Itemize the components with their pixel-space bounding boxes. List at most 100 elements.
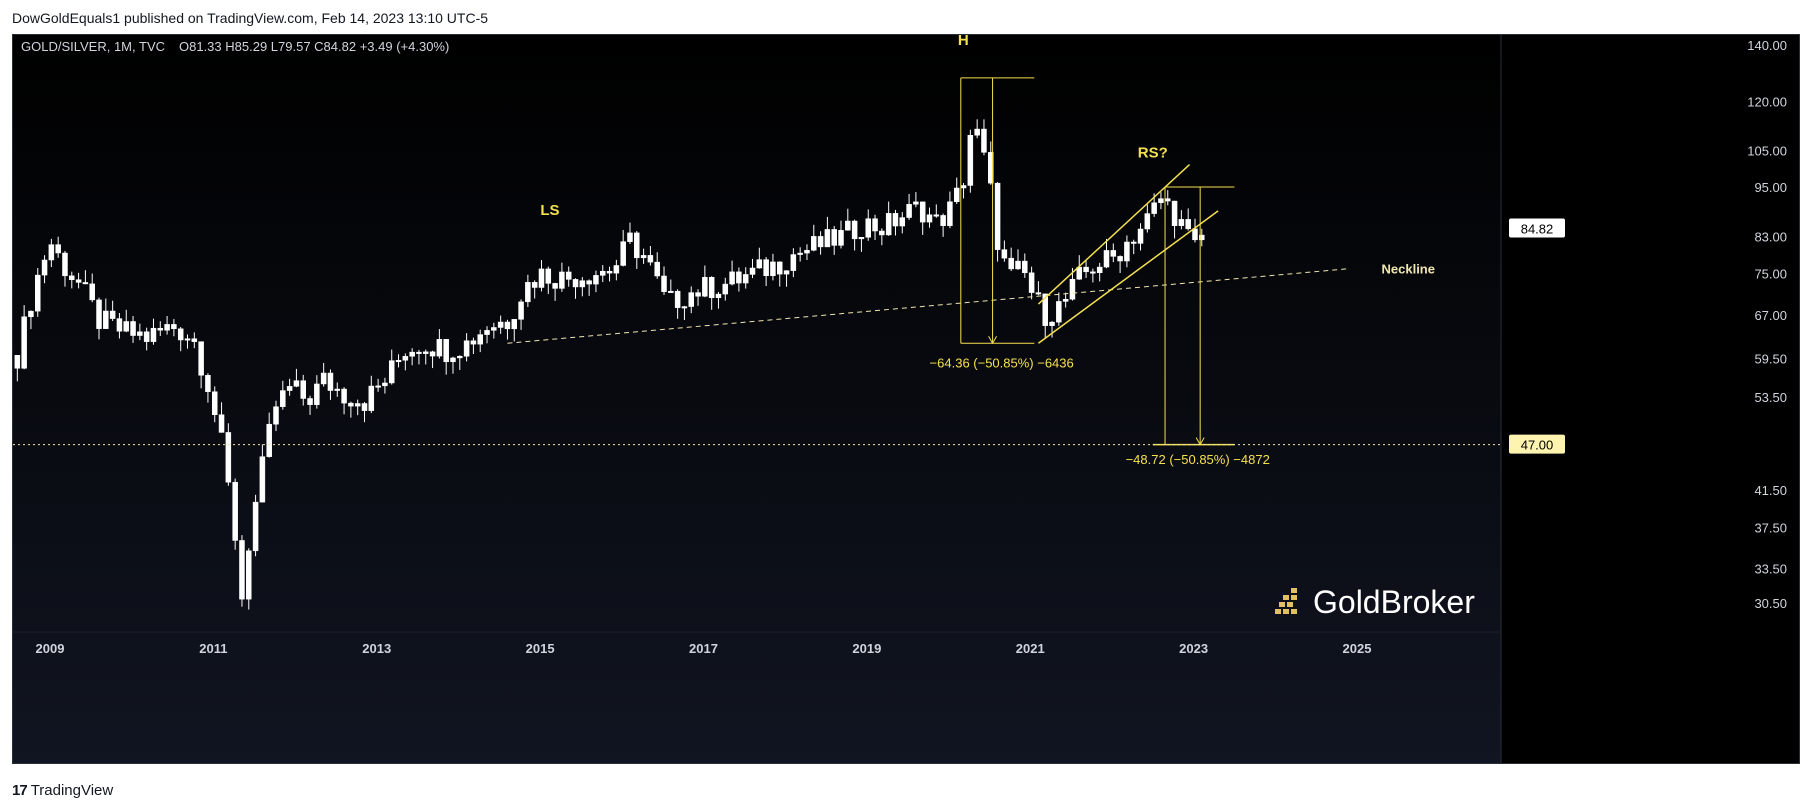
candle-body <box>756 259 763 269</box>
tradingview-footer: 17 TradingView <box>12 782 113 799</box>
candle-body <box>429 351 436 357</box>
candle <box>640 248 647 264</box>
candle <box>988 141 994 185</box>
candle <box>531 280 538 299</box>
candle <box>150 318 157 345</box>
candle <box>817 231 824 255</box>
candle <box>1035 281 1042 296</box>
candle-body <box>681 306 688 309</box>
candle-body <box>198 341 204 376</box>
tradingview-logo-icon: 17 <box>12 782 28 799</box>
candle-body <box>913 201 919 205</box>
candle-body <box>96 299 102 329</box>
candle <box>157 321 164 336</box>
chart-frame[interactable]: LS H RS? Neckline −64.36 (−50.85%) −6436 −48.… <box>12 34 1800 764</box>
candle <box>1178 210 1185 230</box>
candle-body <box>742 274 749 284</box>
candle <box>715 291 722 309</box>
candle <box>831 225 837 255</box>
candle-body <box>593 275 599 285</box>
candle <box>913 192 919 208</box>
candle <box>382 377 388 394</box>
candle <box>824 216 831 248</box>
candle-body <box>232 481 238 541</box>
candle-body <box>749 267 756 275</box>
price-chart[interactable]: LS H RS? Neckline −64.36 (−50.85%) −6436 −48.… <box>13 35 1800 764</box>
candle <box>953 177 960 205</box>
y-tick-label: 95.00 <box>1754 180 1787 195</box>
y-tick-label: 140.00 <box>1747 38 1787 53</box>
candle-body <box>892 213 899 227</box>
candle <box>1117 255 1123 274</box>
candle <box>48 238 55 268</box>
candle-body <box>851 220 858 240</box>
candle <box>811 224 817 252</box>
candle-body <box>1056 301 1062 323</box>
candle <box>116 312 123 339</box>
y-tick-label: 75.00 <box>1754 267 1787 282</box>
candle-body <box>1042 293 1048 326</box>
candle <box>960 182 967 199</box>
candle <box>763 256 769 287</box>
candle-body <box>327 372 334 391</box>
y-tick-label: 41.50 <box>1754 483 1787 498</box>
candle-body <box>640 255 647 259</box>
candle-body <box>123 321 129 332</box>
candle-body <box>776 261 783 275</box>
candle-body <box>273 406 279 425</box>
candle <box>749 258 756 279</box>
candle-body <box>586 280 592 285</box>
candle <box>674 289 681 319</box>
measure-1-label: −64.36 (−50.85%) −6436 <box>930 356 1074 371</box>
candle-body <box>926 214 933 223</box>
y-tick-label: 33.50 <box>1754 562 1787 577</box>
candle <box>579 277 586 297</box>
candle-body <box>545 268 552 284</box>
candle <box>974 119 980 139</box>
candle <box>388 349 395 385</box>
candle <box>218 402 225 433</box>
candle <box>211 386 218 423</box>
candle <box>239 535 245 607</box>
candle <box>137 323 143 341</box>
candle-body <box>831 229 837 246</box>
candle-body <box>933 214 940 217</box>
candle <box>668 279 674 293</box>
candle-body <box>280 390 286 407</box>
candle <box>280 380 286 410</box>
candle-body <box>552 283 558 289</box>
candle-body <box>34 274 41 312</box>
candle-body <box>572 279 579 288</box>
candle-body <box>423 351 429 354</box>
candle-body <box>82 282 89 285</box>
candle <box>661 266 667 295</box>
candle-body <box>211 391 218 415</box>
candle <box>1090 268 1096 283</box>
candle-body <box>811 236 817 251</box>
neckline <box>507 268 1349 344</box>
candle-body <box>1151 202 1157 214</box>
candle <box>756 247 763 269</box>
price-scale-panel <box>1501 35 1799 763</box>
last-price-badge: 84.82 <box>1509 218 1565 238</box>
y-tick-label: 83.00 <box>1754 229 1787 244</box>
candle-body <box>300 380 306 399</box>
candle-body <box>960 185 967 189</box>
candle <box>1103 238 1110 269</box>
candle <box>981 119 987 156</box>
candle-body <box>1069 278 1076 300</box>
x-tick-label: 2021 <box>1016 641 1045 656</box>
candle <box>477 329 483 353</box>
candle <box>55 236 61 258</box>
candle-body <box>259 456 266 503</box>
candle-body <box>103 310 109 329</box>
candle-body <box>627 232 633 242</box>
candle-body <box>354 403 361 407</box>
candle <box>1096 262 1103 282</box>
candle-body <box>906 204 912 218</box>
candle-body <box>55 244 61 254</box>
candle-body <box>1049 321 1055 326</box>
candle-body <box>450 357 456 363</box>
candle-body <box>150 327 157 342</box>
candle <box>600 265 606 283</box>
